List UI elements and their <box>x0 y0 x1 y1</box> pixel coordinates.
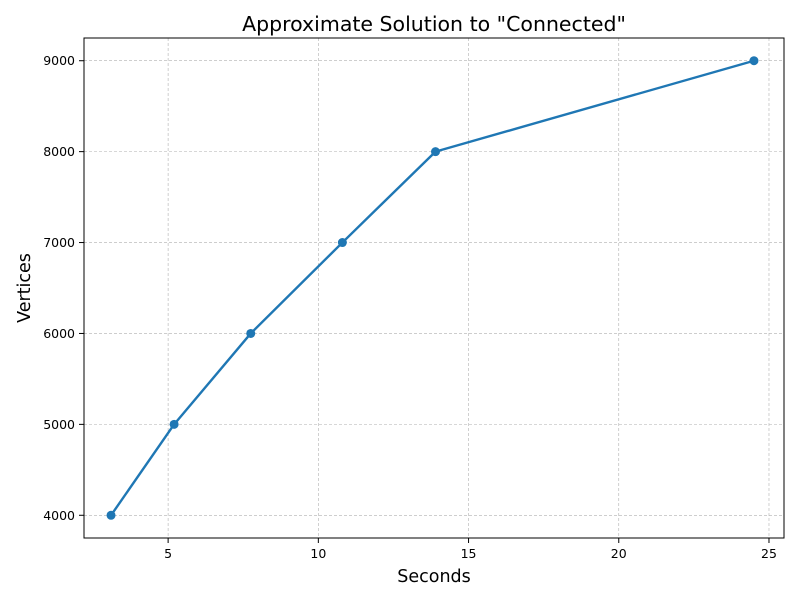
ticks: 5 10 15 20 25 4000 5000 6000 7000 8000 9000 <box>43 53 777 561</box>
data-point <box>106 510 116 520</box>
grid <box>84 38 784 538</box>
series-layer <box>106 56 759 520</box>
data-point <box>246 328 256 338</box>
data-point <box>749 56 759 66</box>
y-tick-label: 4000 <box>43 508 75 523</box>
data-point <box>337 238 347 248</box>
y-tick-label: 9000 <box>43 53 75 68</box>
x-tick-label: 25 <box>761 546 777 561</box>
y-tick-label: 5000 <box>43 417 75 432</box>
y-tick-label: 7000 <box>43 235 75 250</box>
y-tick-label: 8000 <box>43 144 75 159</box>
series-line <box>109 59 756 517</box>
plot-area-frame <box>83 37 785 539</box>
y-axis-label: Vertices <box>15 253 35 323</box>
x-tick-label: 20 <box>611 546 627 561</box>
x-tick-label: 15 <box>461 546 477 561</box>
data-point <box>169 419 179 429</box>
y-tick-label: 6000 <box>43 326 75 341</box>
x-tick-label: 5 <box>164 546 172 561</box>
data-point <box>431 147 441 157</box>
x-tick-label: 10 <box>310 546 326 561</box>
x-axis-label: Seconds <box>397 567 471 587</box>
chart-title: Approximate Solution to "Connected" <box>242 12 626 36</box>
